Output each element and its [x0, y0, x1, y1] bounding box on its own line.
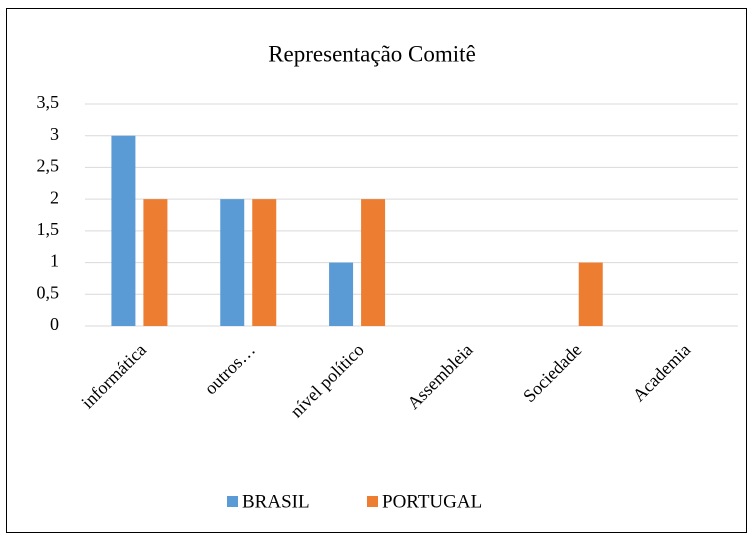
bar	[329, 262, 354, 326]
bar	[578, 262, 603, 326]
y-tick-label: 0	[50, 314, 59, 334]
legend-label: BRASIL	[242, 491, 310, 512]
bar	[252, 199, 277, 326]
y-tick-label: 0,5	[37, 282, 60, 302]
bar	[143, 199, 168, 326]
y-tick-label: 3	[50, 124, 59, 144]
y-tick-label: 3,5	[37, 92, 60, 112]
bar	[361, 199, 386, 326]
chart-title: Representação Comitê	[268, 41, 476, 66]
bar	[111, 135, 136, 326]
legend-swatch	[367, 496, 378, 507]
legend-swatch	[227, 496, 238, 507]
bar	[220, 199, 245, 326]
y-tick-label: 1	[50, 251, 59, 271]
y-tick-label: 2	[50, 187, 59, 207]
legend-label: PORTUGAL	[382, 491, 482, 512]
y-tick-label: 2,5	[37, 156, 60, 176]
y-tick-label: 1,5	[37, 219, 60, 239]
